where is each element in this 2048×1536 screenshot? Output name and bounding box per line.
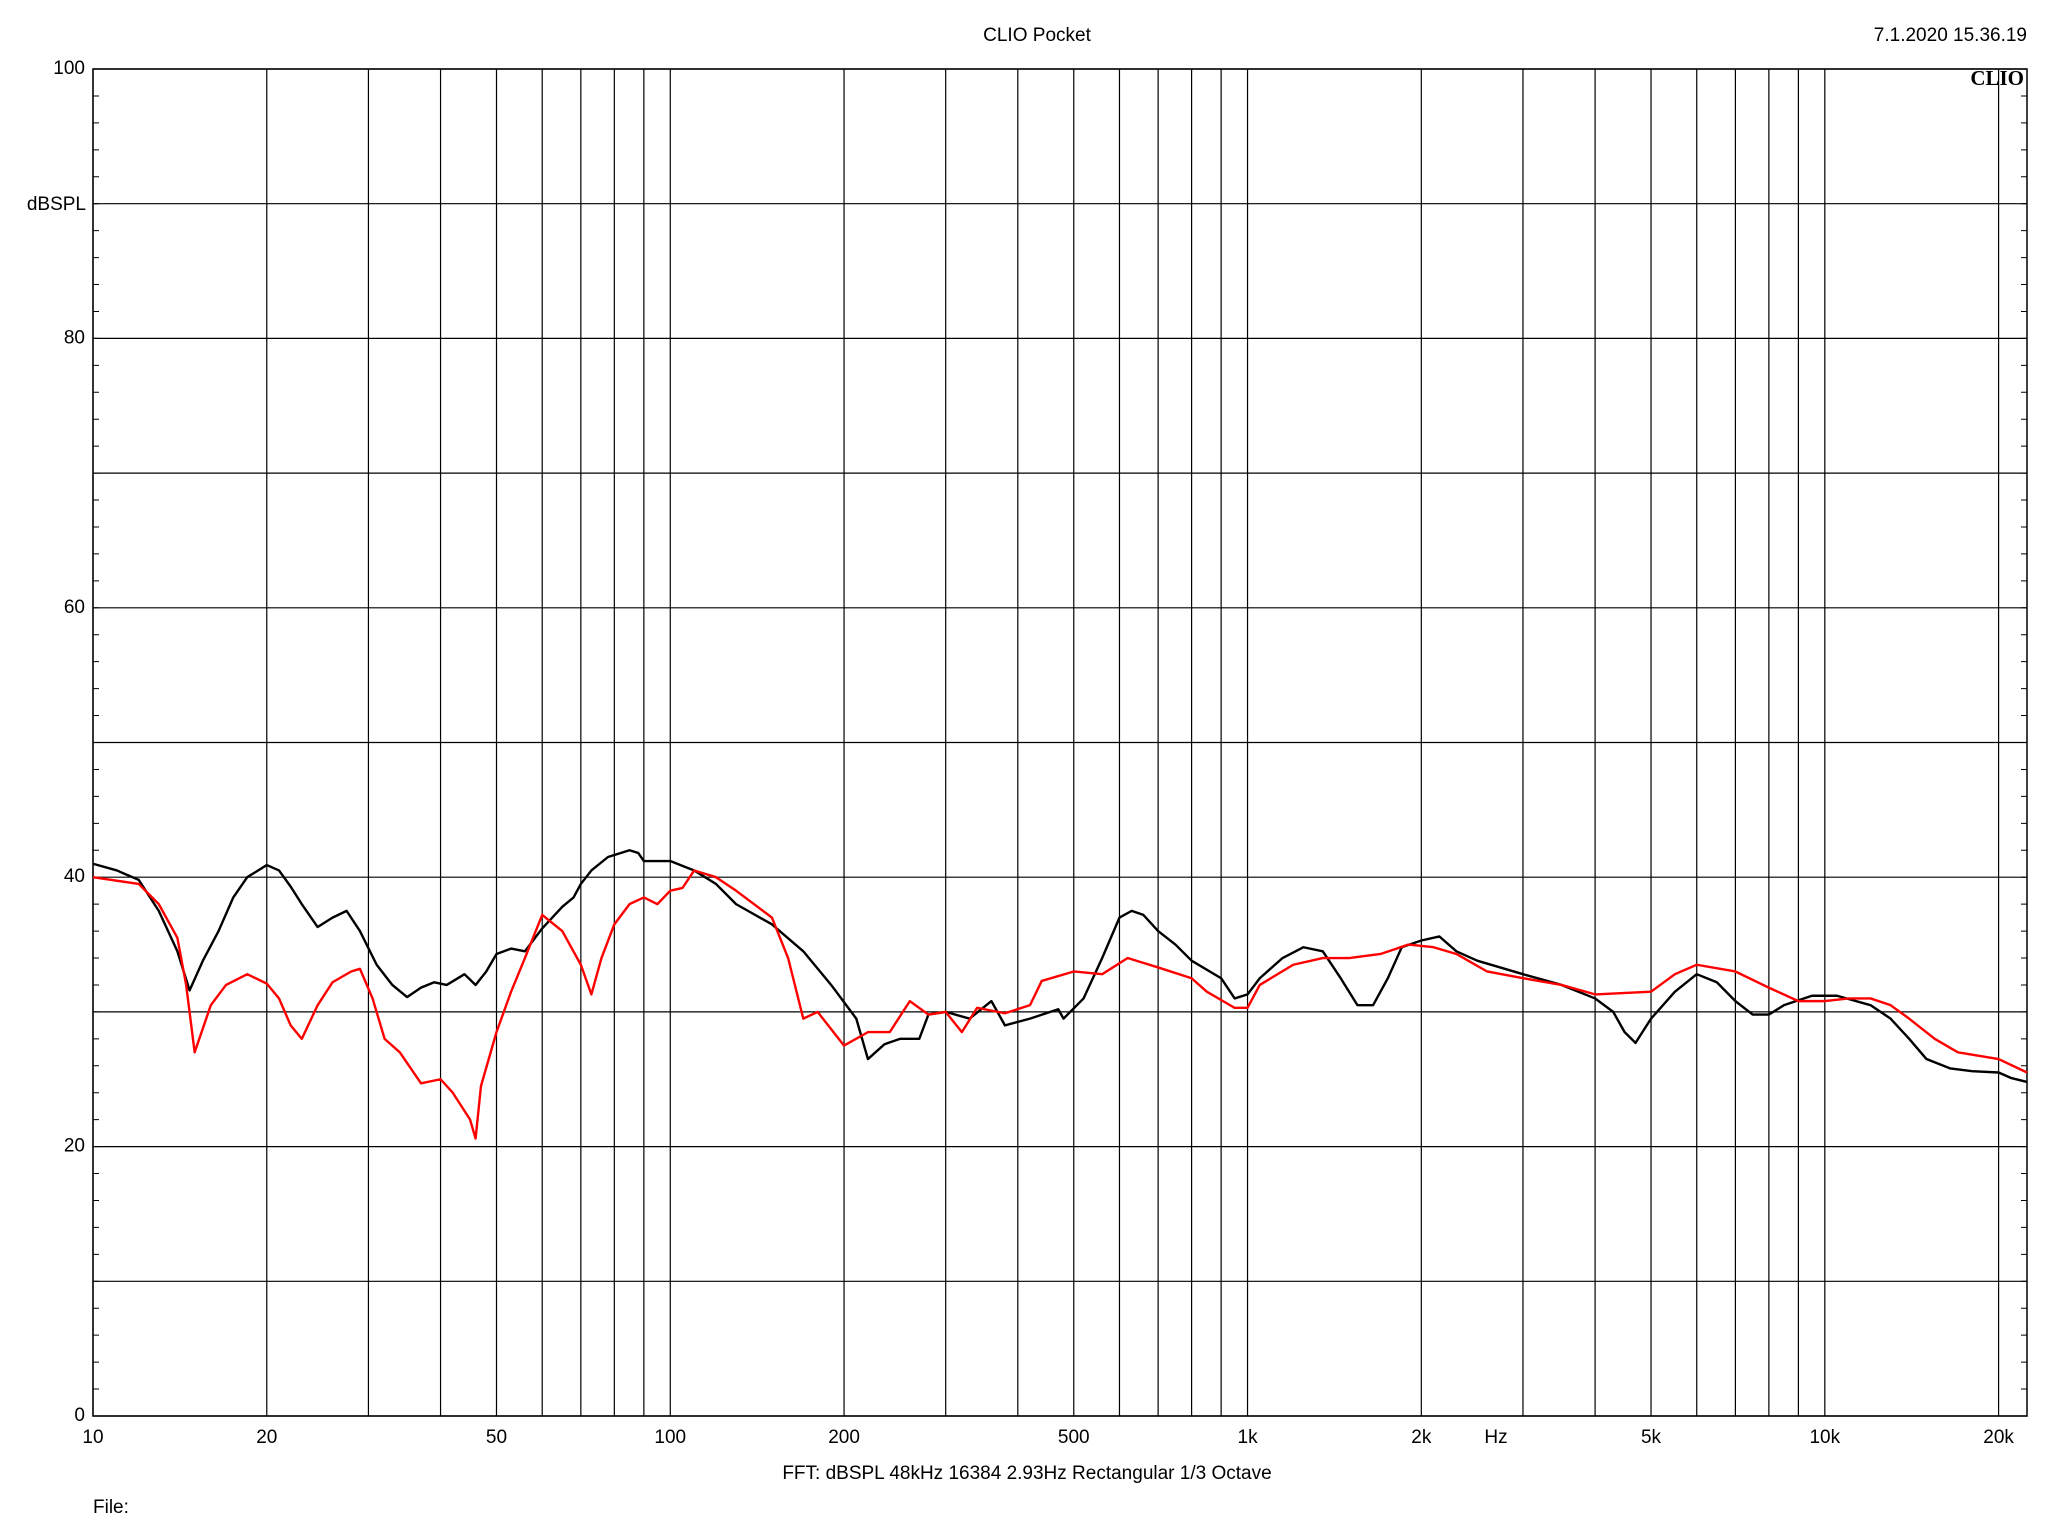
logo: CLIO xyxy=(1970,66,2024,90)
y-tick-label: 80 xyxy=(64,327,85,348)
series-line xyxy=(92,849,2028,1084)
y-tick-label: 0 xyxy=(74,1405,85,1426)
x-tick-label: 100 xyxy=(654,1427,686,1448)
x-tick-label: 10 xyxy=(82,1427,103,1448)
x-tick-label: 50 xyxy=(486,1427,507,1448)
x-tick-label: 1k xyxy=(1238,1427,1259,1448)
plot-frame xyxy=(92,68,2028,1417)
x-tick-label: 20k xyxy=(1983,1427,2014,1448)
y-tick-label: 20 xyxy=(64,1136,85,1157)
file-label: File: xyxy=(93,1497,129,1518)
series-line xyxy=(92,869,2028,1140)
x-tick-label: 500 xyxy=(1058,1427,1090,1448)
chart-title: CLIO Pocket xyxy=(983,25,1091,46)
y-axis-label: dBSPL xyxy=(27,194,86,215)
y-tick-label: 40 xyxy=(64,866,85,887)
y-tick-label: 100 xyxy=(53,58,85,79)
x-tick-label: 2k xyxy=(1411,1427,1432,1448)
x-tick-label: 200 xyxy=(828,1427,860,1448)
x-tick-label: 20 xyxy=(256,1427,277,1448)
y-tick-label: 60 xyxy=(64,597,85,618)
x-tick-label: 5k xyxy=(1641,1427,1662,1448)
x-axis-label: Hz xyxy=(1484,1427,1507,1448)
timestamp: 7.1.2020 15.36.19 xyxy=(1874,25,2027,46)
x-tick-label: 10k xyxy=(1809,1427,1840,1448)
footer: FFT: dBSPL 48kHz 16384 2.93Hz Rectangula… xyxy=(782,1463,1271,1484)
